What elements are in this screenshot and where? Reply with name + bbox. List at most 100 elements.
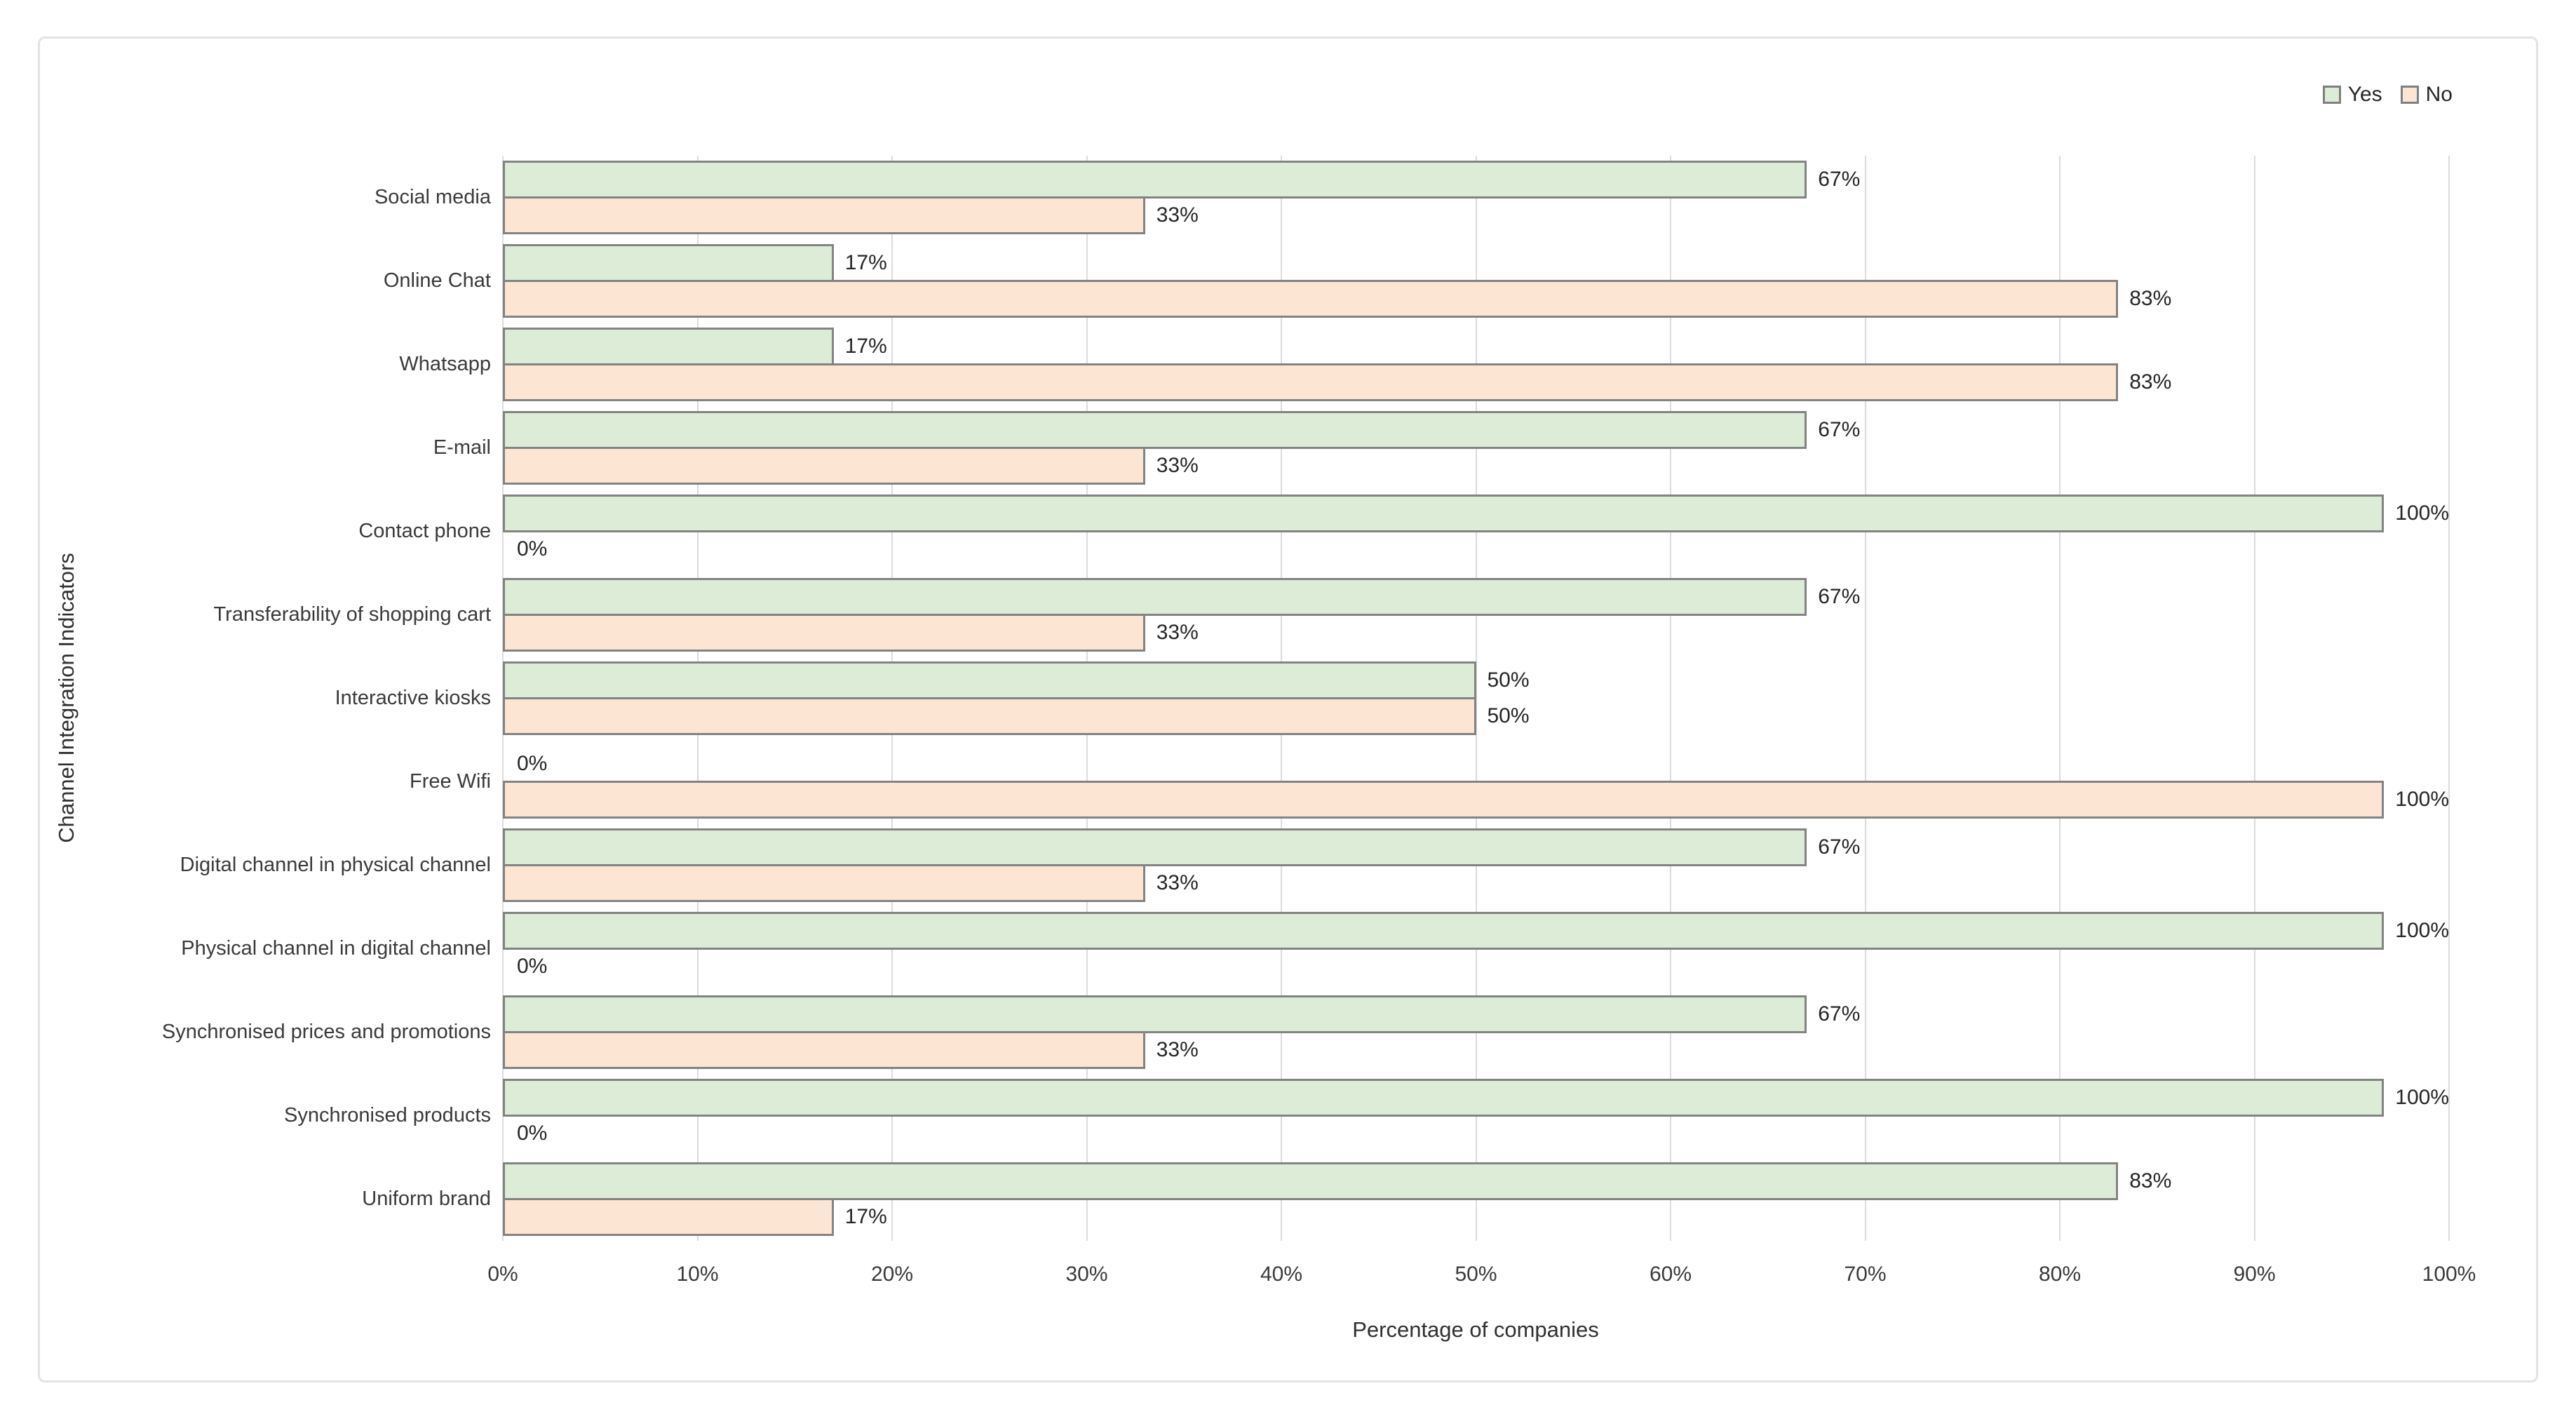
data-label: 67% <box>1818 835 1861 859</box>
x-tick-label: 20% <box>870 1263 914 1286</box>
bar-line-no: 33% <box>503 196 2449 234</box>
bar-line-no: 0% <box>503 948 2449 986</box>
x-tick-label: 50% <box>1455 1263 1497 1286</box>
data-label: 0% <box>517 752 548 775</box>
bar-line-no: 33% <box>503 864 2449 902</box>
gridline-60% <box>1670 156 1671 1241</box>
bar-row: 0% 100% <box>503 740 2449 823</box>
bar-line-no: 0% <box>503 1115 2449 1152</box>
bar-line-no: 100% <box>503 781 2449 819</box>
bar-line-yes: 67% <box>503 578 2449 616</box>
bar-yes <box>503 161 1807 199</box>
legend: Yes No <box>2322 83 2453 107</box>
bar-line-yes: 17% <box>503 328 2449 365</box>
bar-row: 100% 0% <box>503 907 2449 990</box>
bar-no <box>503 781 2385 819</box>
bar-line-yes: 50% <box>503 661 2449 699</box>
data-label: 50% <box>1487 668 1530 692</box>
category-label: Uniform brand <box>362 1188 491 1210</box>
category-label: Synchronised prices and promotions <box>161 1021 491 1043</box>
bar-yes <box>503 411 1807 449</box>
bar-line-no: 50% <box>503 697 2449 735</box>
bar-row: 50% 50% <box>503 657 2449 740</box>
gridline-90% <box>2253 156 2255 1241</box>
category-label: Interactive kiosks <box>335 687 491 709</box>
legend-item-yes: Yes <box>2322 83 2382 107</box>
bar-line-yes: 67% <box>503 828 2449 866</box>
gridline-100% <box>2448 156 2450 1241</box>
data-label: 100% <box>2395 919 2449 942</box>
bar-row: 17% 83% <box>503 239 2449 323</box>
legend-label: Yes <box>2347 83 2382 106</box>
data-label: 50% <box>1487 704 1530 727</box>
bar-no <box>503 697 1476 735</box>
bar-line-no: 83% <box>503 363 2449 401</box>
data-label: 17% <box>844 251 887 274</box>
bar-no <box>503 1198 834 1236</box>
data-label: 67% <box>1818 585 1861 608</box>
data-label: 0% <box>517 955 548 978</box>
bar-yes <box>503 1162 2119 1200</box>
bar-yes <box>503 828 1807 866</box>
bar-no <box>503 363 2119 401</box>
category-label: Social media <box>374 186 491 208</box>
data-label: 100% <box>2395 788 2449 811</box>
category-label: Free Wifi <box>410 770 491 793</box>
data-label: 33% <box>1156 871 1199 894</box>
bar-line-no: 33% <box>503 1031 2449 1069</box>
x-tick-label: 70% <box>1844 1263 1887 1286</box>
bar-row: 100% 0% <box>503 490 2449 573</box>
category-label: Synchronised products <box>284 1104 491 1127</box>
x-tick-label: 60% <box>1649 1263 1692 1286</box>
data-label: 67% <box>1818 1002 1861 1025</box>
data-label: 83% <box>2129 287 2172 310</box>
bar-line-yes: 83% <box>503 1162 2449 1200</box>
category-label: Transferability of shopping cart <box>213 603 491 626</box>
category-label: Online Chat <box>383 269 491 292</box>
category-label: Digital channel in physical channel <box>180 854 491 876</box>
gridline-70% <box>1864 156 1866 1241</box>
bar-line-yes: 17% <box>503 244 2449 282</box>
data-label: 33% <box>1156 1038 1199 1061</box>
legend-swatch-icon <box>2400 86 2419 104</box>
x-axis-title: Percentage of companies <box>1352 1317 1599 1342</box>
bar-row: 67% 33% <box>503 156 2449 239</box>
bar-row: 67% 33% <box>503 406 2449 490</box>
bar-yes <box>503 244 834 282</box>
bar-no <box>503 447 1145 485</box>
data-label: 100% <box>2395 502 2449 525</box>
data-label: 67% <box>1818 418 1861 441</box>
bar-line-yes: 67% <box>503 995 2449 1033</box>
gridline-50% <box>1475 156 1477 1241</box>
bar-no <box>503 280 2119 318</box>
bar-no <box>503 1031 1145 1069</box>
bar-line-yes: 67% <box>503 161 2449 199</box>
bar-line-no: 33% <box>503 447 2449 485</box>
bar-row: 83% 17% <box>503 1157 2449 1241</box>
bar-row: 67% 33% <box>503 823 2449 907</box>
bar-yes <box>503 495 2385 532</box>
category-label: Contact phone <box>358 520 491 542</box>
bar-line-yes: 100% <box>503 495 2449 532</box>
bar-yes <box>503 912 2385 950</box>
bar-no <box>503 864 1145 902</box>
bar-no <box>503 196 1145 234</box>
bar-yes <box>503 1079 2385 1117</box>
x-tick-label: 10% <box>676 1263 719 1286</box>
bar-row: 17% 83% <box>503 323 2449 406</box>
bar-line-yes: 67% <box>503 411 2449 449</box>
bar-yes <box>503 328 834 365</box>
legend-item-no: No <box>2400 83 2453 107</box>
category-label: Physical channel in digital channel <box>181 937 491 960</box>
bar-yes <box>503 661 1476 699</box>
bar-line-yes: 100% <box>503 912 2449 950</box>
legend-swatch-icon <box>2322 86 2341 104</box>
data-label: 83% <box>2129 1169 2172 1192</box>
bar-line-no: 0% <box>503 530 2449 568</box>
x-tick-label: 100% <box>2422 1263 2476 1286</box>
bar-line-no: 17% <box>503 1198 2449 1236</box>
x-tick-label: 30% <box>1065 1263 1108 1286</box>
data-label: 33% <box>1156 621 1199 644</box>
bar-row: 67% 33% <box>503 573 2449 657</box>
